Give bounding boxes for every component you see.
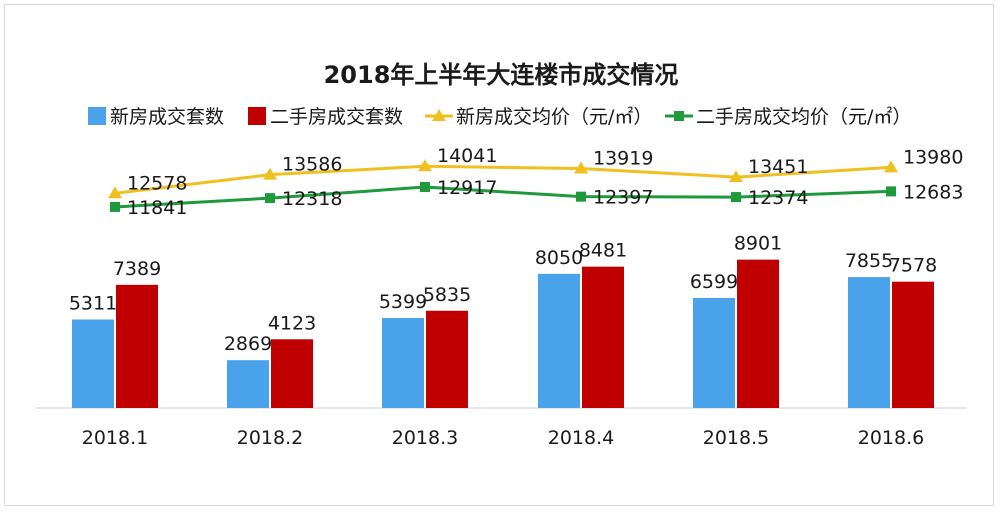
bar-resale-units: [892, 281, 934, 408]
legend-item-new-units: 新房成交套数: [88, 106, 224, 128]
line-resale-price: [114, 185, 892, 209]
legend-swatch-resale-units: [248, 107, 266, 125]
bar-new-units: [382, 318, 424, 408]
legend-marker-resale-price: [674, 111, 684, 121]
line-label-new-price: 14041: [437, 145, 497, 167]
marker-new-price: [574, 161, 588, 174]
bar-new-units: [227, 360, 269, 408]
bar-resale-units: [116, 284, 158, 408]
legend-item-resale-units: 二手房成交套数: [248, 106, 403, 128]
chart-title: 2018年上半年大连楼市成交情况: [324, 61, 679, 89]
bar-resale-units: [737, 259, 779, 408]
x-tick-label: 2018.4: [548, 427, 614, 449]
bar-resale-units: [426, 310, 468, 408]
chart-frame: 2018年上半年大连楼市成交情况 新房成交套数 二手房成交套数 新房成交均价（元…: [4, 4, 994, 506]
bar-new-units: [848, 277, 890, 408]
line-label-resale-price: 12683: [903, 181, 963, 203]
x-tick-label: 2018.3: [392, 427, 458, 449]
legend-item-resale-price: 二手房成交均价（元/㎡）: [665, 105, 911, 128]
bar-label-new-units: 5399: [379, 291, 427, 313]
line-label-new-price: 12578: [127, 172, 187, 194]
legend-marker-new-price: [432, 109, 446, 121]
line-new-price: [114, 164, 892, 195]
line-label-resale-price: 12318: [282, 188, 342, 210]
marker-resale-price: [110, 201, 120, 212]
bar-new-units: [538, 273, 580, 408]
legend-swatch-new-units: [88, 107, 106, 125]
bar-new-units: [72, 319, 114, 408]
bar-label-new-units: 7855: [845, 250, 893, 272]
bar-label-resale-units: 8901: [734, 233, 782, 255]
bar-new-units: [693, 298, 735, 408]
bar-label-new-units: 8050: [535, 247, 583, 269]
legend-item-new-price: 新房成交均价（元/㎡）: [425, 105, 652, 128]
bar-label-new-units: 6599: [690, 271, 738, 293]
legend-label-new-price: 新房成交均价（元/㎡）: [456, 105, 652, 128]
bar-label-new-units: 2869: [224, 333, 272, 355]
line-label-new-price: 13451: [748, 156, 808, 178]
bar-resale-units: [271, 339, 313, 408]
bar-label-resale-units: 4123: [268, 312, 316, 334]
bar-label-resale-units: 5835: [423, 284, 471, 306]
line-label-new-price: 13980: [903, 146, 963, 168]
x-tick-label: 2018.5: [703, 427, 769, 449]
bar-label-resale-units: 7389: [113, 258, 161, 280]
marker-resale-price: [731, 192, 741, 203]
line-label-resale-price: 12374: [748, 187, 808, 209]
line-label-new-price: 13586: [282, 154, 342, 176]
line-label-resale-price: 12917: [437, 177, 497, 199]
marker-new-price: [263, 167, 277, 180]
x-tick-label: 2018.6: [858, 427, 924, 449]
legend-label-new-units: 新房成交套数: [110, 106, 224, 128]
marker-resale-price: [576, 191, 586, 202]
marker-new-price: [418, 159, 432, 172]
chart-svg: 2018年上半年大连楼市成交情况 新房成交套数 二手房成交套数 新房成交均价（元…: [35, 61, 967, 449]
marker-new-price: [108, 186, 122, 199]
marker-resale-price: [265, 193, 275, 204]
line-label-resale-price: 11841: [127, 197, 187, 219]
legend: 新房成交套数 二手房成交套数 新房成交均价（元/㎡） 二手房成交均价（元/㎡）: [88, 105, 911, 128]
bar-label-resale-units: 8481: [579, 240, 627, 262]
line-label-new-price: 13919: [593, 147, 653, 169]
marker-resale-price: [420, 182, 430, 193]
x-tick-label: 2018.1: [82, 427, 148, 449]
bar-label-new-units: 5311: [69, 292, 117, 314]
line-label-resale-price: 12397: [593, 187, 653, 209]
legend-label-resale-units: 二手房成交套数: [270, 106, 403, 128]
x-tick-label: 2018.2: [237, 427, 303, 449]
legend-label-resale-price: 二手房成交均价（元/㎡）: [696, 105, 911, 128]
marker-resale-price: [886, 186, 896, 197]
marker-new-price: [729, 170, 743, 183]
marker-new-price: [884, 160, 898, 173]
bar-resale-units: [582, 266, 624, 408]
bar-label-resale-units: 7578: [889, 255, 937, 277]
